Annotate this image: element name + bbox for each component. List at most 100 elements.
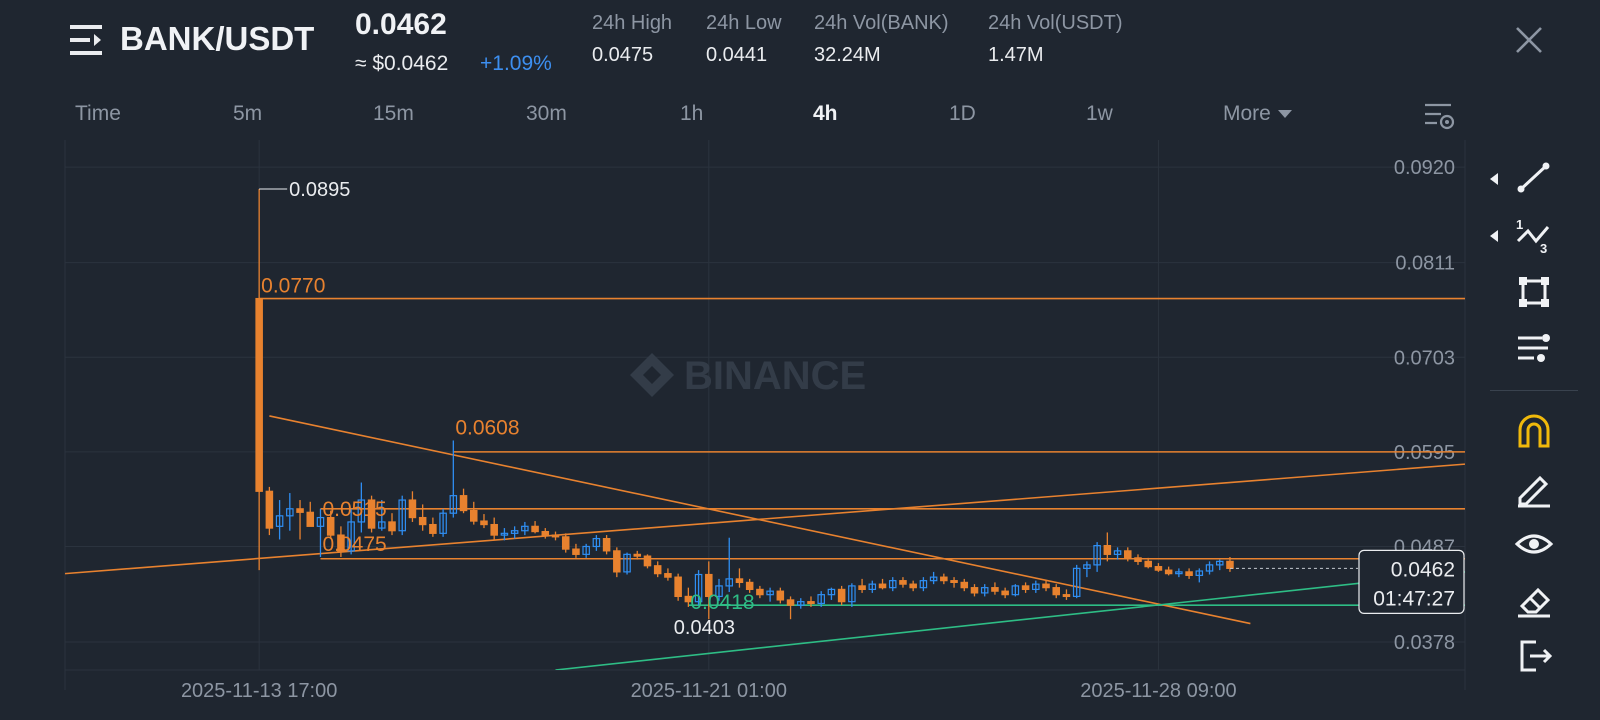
candle-body — [878, 583, 887, 589]
y-tick-label: 0.0595 — [1394, 442, 1455, 464]
tab-4h[interactable]: 4h — [813, 102, 838, 125]
trend-line — [65, 463, 1465, 575]
candle-body — [551, 534, 560, 538]
candle-body — [265, 490, 274, 529]
candle-body — [766, 590, 774, 596]
eye-icon[interactable] — [1514, 524, 1554, 564]
candle-body — [316, 516, 325, 527]
candle-body — [429, 523, 437, 534]
tab-15m[interactable]: 15m — [373, 102, 414, 125]
y-tick-label: 0.0811 — [1395, 253, 1455, 275]
fibonacci-tool-icon[interactable]: 1 3 — [1514, 215, 1554, 255]
candle-body — [398, 499, 406, 532]
candle-body — [1032, 583, 1040, 591]
candle-body — [459, 495, 468, 512]
candle-body — [1093, 545, 1101, 566]
candle-body — [756, 588, 764, 596]
fiat-price: ≈ $0.0462 — [355, 52, 449, 75]
x-tick-label: 2025-11-21 01:00 — [631, 680, 787, 702]
candle-body — [694, 573, 703, 603]
candle-body — [1215, 560, 1224, 566]
toolbar-divider — [1490, 390, 1578, 391]
tab-1d[interactable]: 1D — [949, 102, 976, 125]
candle-body — [1226, 560, 1234, 569]
level-label: 0.0475 — [322, 533, 386, 556]
candle-body — [796, 601, 805, 606]
candle-body — [592, 537, 601, 548]
indicator-tool-icon[interactable] — [1514, 328, 1554, 368]
magnet-icon[interactable] — [1514, 412, 1554, 452]
current-price-value: 0.0462 — [1391, 558, 1455, 581]
candle-body — [1175, 571, 1183, 575]
candle-body — [776, 590, 785, 601]
candle-body — [286, 508, 294, 517]
candle-body — [296, 508, 304, 513]
close-icon[interactable] — [1513, 24, 1545, 56]
candle-body — [1134, 557, 1142, 562]
caret-left-icon[interactable] — [1490, 173, 1498, 185]
candle-body — [980, 587, 989, 594]
candle-body — [786, 599, 795, 606]
exit-icon[interactable] — [1514, 636, 1554, 676]
candle-body — [735, 578, 744, 583]
candle-body — [1083, 564, 1091, 569]
support-level-label: 0.0418 — [690, 591, 754, 614]
shape-tool-icon[interactable] — [1514, 272, 1554, 312]
stat-24h-low: 24h Low 0.0441 — [706, 12, 782, 67]
tab-5m[interactable]: 5m — [233, 102, 263, 125]
candle-body — [991, 587, 999, 592]
candle-body — [848, 585, 856, 603]
stat-24h-high: 24h High 0.0475 — [592, 12, 672, 67]
interval-tabs: Time 5m 15m 30m 1h 4h 1D 1w More — [0, 96, 1600, 136]
caret-left-icon[interactable] — [1490, 230, 1498, 242]
candle-body — [469, 509, 478, 522]
candle-body — [725, 578, 734, 587]
candle-body — [572, 548, 580, 555]
candle-body — [500, 532, 509, 536]
drawings-layer — [65, 189, 1465, 670]
candle-body — [1154, 566, 1163, 571]
candle-body — [439, 512, 447, 534]
pair-title[interactable]: BANK/USDT — [120, 20, 315, 57]
candle-body — [745, 581, 754, 591]
menu-icon[interactable] — [70, 23, 106, 57]
candle-body — [357, 499, 366, 523]
candle-body — [347, 521, 355, 552]
chart-settings-icon[interactable] — [1423, 100, 1455, 132]
tab-1h[interactable]: 1h — [680, 102, 704, 125]
candle-body — [521, 525, 529, 532]
tab-30m[interactable]: 30m — [526, 102, 567, 125]
candle-body — [418, 516, 427, 526]
tab-more[interactable]: More — [1223, 102, 1292, 126]
candle-body — [510, 530, 519, 534]
level-label: 0.0515 — [322, 498, 386, 521]
trend-line-tool-icon[interactable] — [1514, 158, 1554, 198]
candle-body — [337, 534, 345, 552]
eraser-icon[interactable] — [1514, 580, 1554, 620]
candle-body — [1124, 550, 1132, 559]
candle-body — [388, 521, 396, 532]
candle-body — [1021, 585, 1030, 591]
high-price-label: 0.0895 — [289, 179, 350, 201]
candle-body — [1164, 569, 1173, 575]
candle-body — [827, 588, 836, 596]
tab-time[interactable]: Time — [75, 102, 121, 125]
candle-body — [929, 576, 938, 582]
svg-text:3: 3 — [1540, 241, 1547, 255]
candle-body — [1185, 571, 1193, 576]
candle-body — [940, 576, 948, 582]
price-chart[interactable]: 0.09200.08110.07030.05950.04870.03782025… — [0, 140, 1490, 720]
candle-body — [582, 545, 590, 555]
stat-value: 0.0441 — [706, 44, 768, 66]
stat-label: 24h Vol(USDT) — [988, 12, 1123, 34]
candle-body — [1042, 583, 1050, 589]
candle-body — [858, 585, 866, 591]
y-tick-label: 0.0378 — [1394, 632, 1455, 654]
y-tick-label: 0.0920 — [1394, 157, 1455, 179]
pencil-icon[interactable] — [1514, 468, 1554, 508]
candle-body — [633, 553, 642, 557]
candle-body — [919, 580, 928, 589]
stat-value: 0.0475 — [592, 44, 654, 66]
candle-body — [326, 516, 335, 536]
tab-1w[interactable]: 1w — [1086, 102, 1113, 125]
